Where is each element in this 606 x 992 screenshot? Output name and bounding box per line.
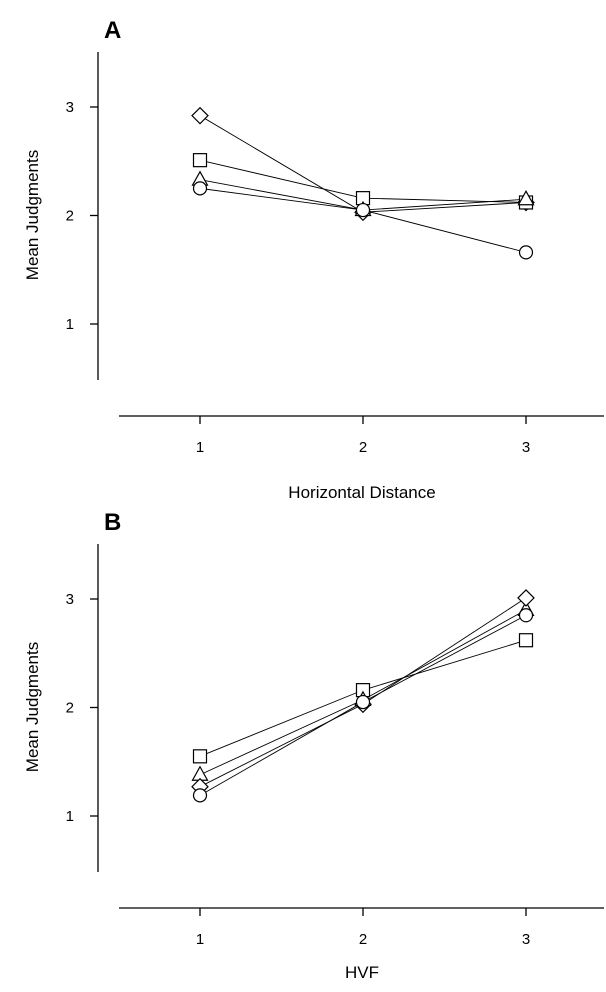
x-axis-title: Horizontal Distance	[288, 483, 435, 502]
square-marker	[192, 153, 208, 168]
panel-letter: B	[104, 509, 121, 536]
plot-area	[191, 106, 535, 260]
square-marker	[518, 633, 534, 648]
x-tick-label: 3	[522, 931, 530, 948]
panel-b: B Mean Judgments HVF 1 2 3 1 2 3	[23, 509, 604, 982]
circle-marker	[518, 608, 534, 623]
x-tick-label: 3	[522, 439, 530, 456]
circle-marker	[192, 181, 208, 196]
x-tick-label: 1	[196, 931, 204, 948]
panel-a: A Mean Judgments Horizontal Distance 1 2 3…	[23, 17, 604, 502]
x-tick-label: 2	[359, 931, 367, 948]
y-axis-title: Mean Judgments	[23, 642, 42, 772]
y-tick-label: 1	[66, 316, 74, 333]
y-axis-title: Mean Judgments	[23, 150, 42, 280]
x-axis-title: HVF	[345, 963, 379, 982]
y-tick-label: 1	[66, 808, 74, 825]
y-tick-label: 2	[66, 700, 74, 717]
panel-letter: A	[104, 17, 121, 44]
y-tick-label: 2	[66, 208, 74, 225]
y-tick-label: 3	[66, 591, 74, 608]
x-tick-label: 2	[359, 439, 367, 456]
tick-group: 1 2 3 1 2 3	[66, 99, 531, 456]
circle-marker	[355, 694, 371, 710]
triangle-marker	[517, 189, 535, 206]
tick-group: 1 2 3 1 2 3	[66, 591, 531, 948]
y-tick-label: 3	[66, 99, 74, 116]
x-tick-label: 1	[196, 439, 204, 456]
diamond-marker	[517, 589, 535, 607]
square-marker	[192, 749, 208, 764]
diamond-marker	[191, 106, 209, 125]
plot-area	[191, 589, 535, 803]
circle-marker	[355, 202, 371, 218]
circle-marker	[518, 245, 534, 260]
circle-marker	[192, 788, 208, 803]
